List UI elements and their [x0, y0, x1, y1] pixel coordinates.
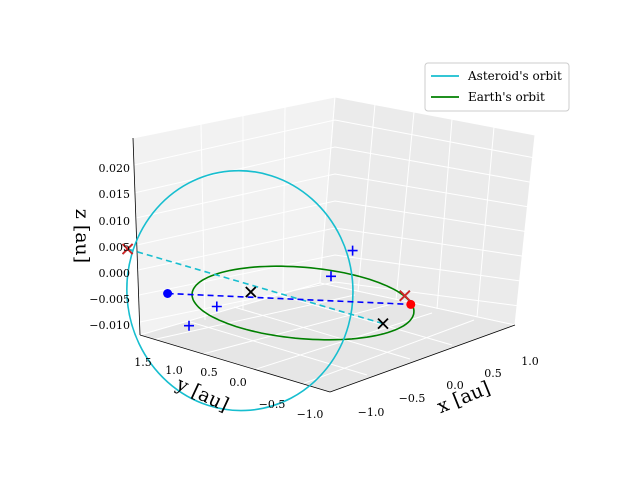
x-tick-label: 1.0 [521, 355, 539, 368]
z-tick-label: 0.005 [99, 241, 131, 254]
y-axis-line [139, 334, 331, 393]
x-tick-label: 0.0 [446, 379, 464, 392]
grid-line [357, 103, 376, 293]
grid-line [139, 281, 536, 323]
z-tick-label: −0.010 [89, 319, 130, 332]
grid-line [198, 303, 393, 356]
x-tick-label: −1.0 [358, 406, 385, 419]
z-tick-label: 0.020 [99, 162, 131, 175]
z-tick-label: −0.005 [89, 293, 130, 306]
grid-line [436, 118, 453, 310]
z-tick-label: 0.010 [99, 215, 131, 228]
chart-marks [121, 169, 416, 412]
z-axis-line [132, 137, 141, 336]
point-cross [121, 243, 134, 255]
y-axis-label: y [au] [172, 373, 232, 417]
grid-line [200, 123, 206, 321]
legend-label-earth: Earth's orbit [468, 90, 545, 104]
tick-labels: −0.010 −0.005 0.000 0.005 0.010 0.015 0.020 −1.… [89, 162, 538, 421]
x-axis-label: x [au] [434, 377, 493, 418]
grid-lines [133, 103, 536, 388]
point-cross [377, 317, 389, 330]
point-dot [406, 299, 416, 309]
legend: Asteroid's orbit Earth's orbit [424, 62, 570, 112]
x-tick-label: 0.5 [484, 367, 502, 380]
y-tick-label: 1.5 [134, 356, 152, 369]
grid-line [278, 294, 453, 346]
point-plus [347, 245, 358, 256]
point-plus [211, 301, 222, 312]
y-tick-label: 0.5 [200, 366, 218, 379]
pane-group [132, 96, 536, 393]
asteroid-orbit [126, 169, 354, 412]
x-axis-line [329, 324, 516, 393]
y-tick-label: −1.0 [297, 408, 324, 421]
grid-line [395, 111, 415, 301]
legend-box [424, 62, 570, 112]
point-cross [245, 286, 257, 298]
z-axis-label: z [au] [71, 209, 93, 263]
y-tick-label: 0.0 [229, 376, 247, 389]
y-tick-label: −0.5 [259, 398, 286, 411]
z-tick-label: 0.015 [99, 188, 131, 201]
z-tick-label: 0.000 [99, 267, 131, 280]
grid-line [138, 254, 536, 296]
grid-line [136, 200, 536, 246]
axes-lines [132, 137, 516, 393]
line-of-nodes-1 [167, 292, 411, 306]
point-cross [399, 290, 411, 302]
earth-orbit [191, 265, 415, 341]
grid-line [133, 119, 536, 166]
point-dot [163, 289, 173, 298]
point-plus [184, 320, 194, 331]
grid-line [151, 294, 356, 341]
grid-line [476, 126, 495, 318]
y-tick-label: 1.0 [165, 364, 183, 377]
grid-line [186, 320, 368, 376]
grid-line [246, 312, 433, 373]
x-tick-label: −0.5 [399, 392, 426, 405]
grid-line [293, 319, 475, 388]
grid-line [135, 173, 536, 219]
point-plus [326, 271, 336, 282]
line-of-nodes-0 [127, 248, 384, 325]
legend-label-asteroid: Asteroid's orbit [467, 69, 562, 83]
